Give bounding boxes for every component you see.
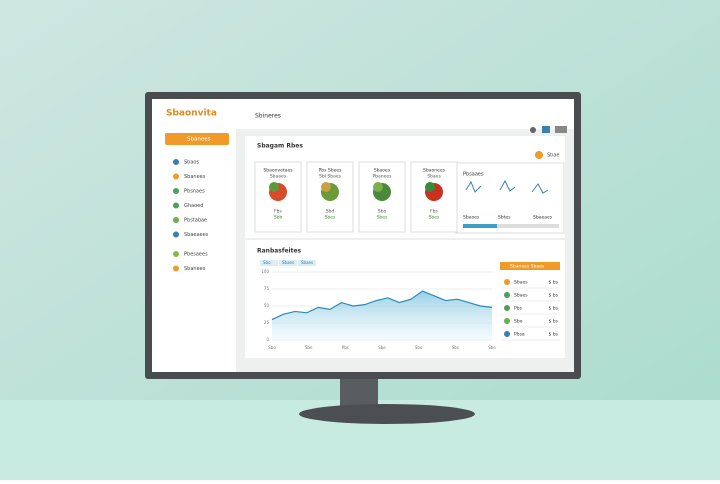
action-icon[interactable] (535, 151, 543, 159)
action-label[interactable]: Sbae (547, 153, 560, 159)
legend-chip (260, 260, 278, 266)
row-name: Sbo (514, 319, 523, 325)
nav-item[interactable]: Pbstabae (184, 218, 207, 224)
legend-item[interactable]: Sbaes (282, 260, 294, 265)
nav-item[interactable]: Ghaoed (184, 203, 203, 209)
trend-area (272, 291, 492, 340)
card-line: Sbes (377, 215, 388, 221)
page-title: Sbineres (255, 113, 281, 120)
x-tick-label: Sbe (305, 345, 313, 350)
primary-button[interactable] (165, 133, 229, 145)
nav-icon (173, 173, 179, 180)
summary-tab[interactable]: Sbaoes (463, 215, 480, 221)
list-header-bg (500, 262, 560, 270)
card-name: Pbs Sbees (319, 168, 343, 174)
row-icon (504, 318, 510, 324)
nav-icon (173, 265, 179, 272)
card-image-leaf (425, 182, 435, 192)
sparklines (465, 179, 549, 194)
card-line: Sbes (325, 215, 336, 221)
row-value: $ bs (549, 306, 559, 312)
icon[interactable] (530, 127, 536, 133)
row-icon (504, 279, 510, 285)
x-tick-label: Sbo (415, 345, 423, 350)
y-tick-label: 75 (264, 286, 270, 291)
trend-title: Ranbasfeites (257, 248, 302, 255)
row-value: $ bs (549, 293, 559, 299)
nav-item[interactable]: Sbanees (184, 266, 206, 272)
nav-item[interactable]: Sbaeaees (184, 232, 209, 238)
card-name: Sbaonees (423, 168, 446, 174)
x-tick-label: Sbs (452, 345, 459, 350)
row-value: $ bs (549, 319, 559, 325)
card-sub: Pbanees (372, 174, 392, 180)
nav-item[interactable]: Sbaos (184, 160, 199, 166)
card-image-leaf (373, 182, 383, 192)
trend-line (271, 290, 493, 321)
y-tick-label: 100 (261, 269, 269, 274)
row-name: Pbsa (514, 332, 525, 338)
list-header: Sbanees Sbaes (510, 264, 545, 270)
topbar (236, 99, 574, 129)
row-name: Pbs (514, 306, 523, 312)
y-tick-label: 25 (264, 320, 270, 325)
nav-icon (173, 159, 179, 165)
card-line: Sbb (274, 215, 283, 221)
nav-item[interactable]: Pbesaees (184, 252, 208, 258)
monitor-base (299, 404, 475, 424)
row-name: Sbaes (514, 293, 528, 299)
y-tick-label: 0 (266, 337, 269, 342)
row-value: $ bs (549, 332, 559, 338)
card-image-leaf (269, 182, 279, 192)
x-tick-label: Sbe (488, 345, 496, 350)
nav-item[interactable]: Sbanees (184, 174, 206, 180)
progress-bar (463, 224, 497, 228)
nav-icon (173, 202, 179, 209)
card-line: Fbs (274, 209, 282, 215)
row-icon (504, 305, 510, 311)
row-icon (504, 331, 510, 337)
summary-tab[interactable]: Sbtes (498, 215, 511, 221)
x-tick-label: Sbo (268, 345, 276, 350)
panel-title: Sbagam Rbes (257, 143, 303, 150)
progress-track (497, 224, 559, 228)
legend-item[interactable]: Sbaes (301, 260, 313, 265)
row-value: $ bs (549, 280, 559, 286)
x-tick-label: Sbe (378, 345, 386, 350)
summary-tab[interactable]: Sbaeaes (533, 215, 553, 221)
nav-icon (173, 251, 179, 257)
card-sub: Sbl Sbaes (319, 174, 342, 180)
card-name: Sbaoes (374, 168, 391, 174)
legend-chip (279, 260, 297, 266)
nav-icon (173, 217, 179, 223)
row-icon (504, 292, 510, 298)
card-sub: Sbaes (427, 174, 441, 180)
icon[interactable] (542, 126, 550, 133)
x-tick-label: Pbs (342, 345, 349, 350)
nav-item[interactable]: Pbsnaes (184, 189, 205, 195)
button-label: Sbanees (187, 137, 211, 143)
card-line: Fbs (430, 209, 438, 215)
legend-item[interactable]: Sbo (263, 260, 271, 265)
row-name: Sbaes (514, 280, 528, 286)
summary-title: Pbsaaes (463, 172, 484, 178)
legend-chip (298, 260, 316, 266)
card-image-leaf (321, 182, 331, 192)
logo: Sbaonvita (166, 109, 217, 119)
card-line: Sbo (378, 209, 387, 215)
card-line: Sbes (429, 215, 440, 221)
y-tick-label: 50 (264, 303, 270, 308)
nav-icon (173, 231, 179, 238)
icon[interactable] (555, 126, 567, 133)
nav-icon (173, 188, 179, 194)
card-line: Sbd (326, 209, 335, 215)
card-name: Sbaonvetaes (263, 168, 293, 174)
card-sub: Sbaaes (270, 174, 287, 180)
